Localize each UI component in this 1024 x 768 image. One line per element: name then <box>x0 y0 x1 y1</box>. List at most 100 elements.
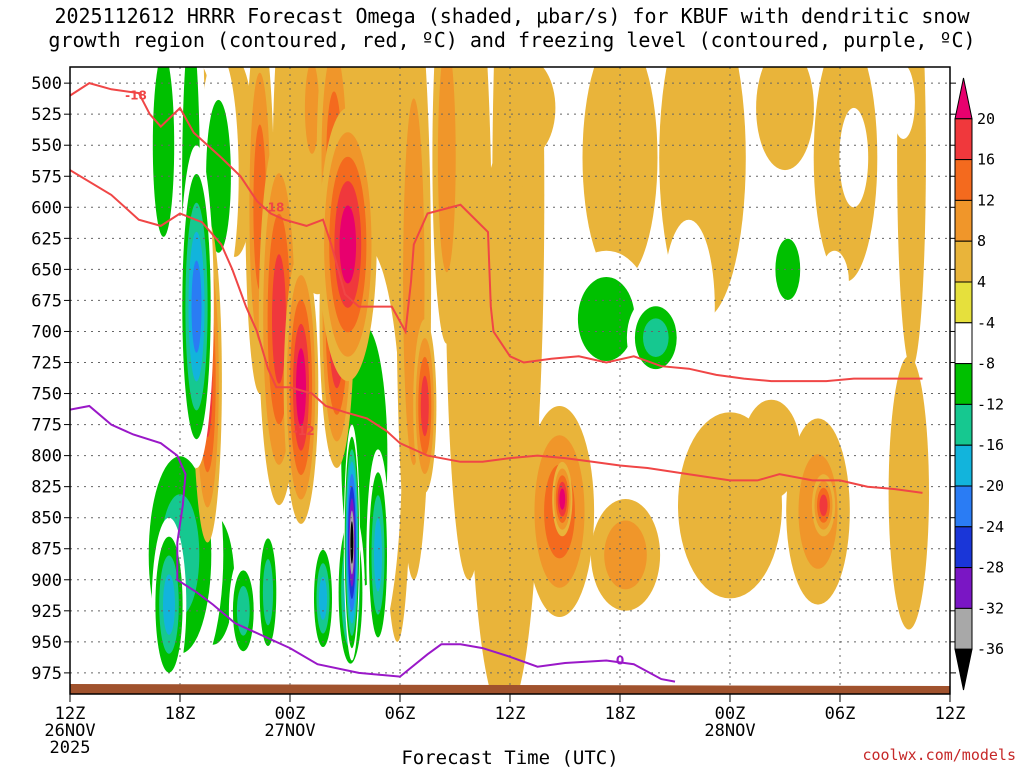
contour-line <box>70 82 923 383</box>
y-tick-label: 525 <box>31 105 62 125</box>
omega-cell <box>339 205 357 284</box>
omega-cell <box>891 67 915 139</box>
y-tick-label: 925 <box>31 602 62 622</box>
y-tick-label: 725 <box>31 353 62 373</box>
y-tick-label: 950 <box>31 633 62 653</box>
omega-cell <box>559 488 566 510</box>
y-tick-label: 875 <box>31 540 62 560</box>
x-tick-label: 00Z <box>715 704 746 724</box>
omega-cell <box>756 67 814 171</box>
x-date-label: 26NOV <box>44 721 95 741</box>
y-tick-label: 825 <box>31 478 62 498</box>
y-tick-label: 550 <box>31 136 62 156</box>
x-tick-label: 18Z <box>605 704 636 724</box>
colorbar-label: 8 <box>977 232 986 250</box>
y-tick-label: 700 <box>31 322 62 342</box>
contour-label: 0 <box>616 653 624 667</box>
x-date-label: 2025 <box>50 738 91 758</box>
colorbar-box <box>954 444 973 487</box>
omega-cell <box>582 67 658 282</box>
omega-cell <box>304 67 320 154</box>
colorbar-box <box>954 281 973 324</box>
omega-cell <box>577 277 635 361</box>
title-line-1: 2025112612 HRRR Forecast Omega (shaded, … <box>54 4 970 28</box>
x-axis-title: Forecast Time (UTC) <box>401 747 618 768</box>
colorbar-box <box>954 240 973 283</box>
colorbar-arrow-top <box>954 77 973 120</box>
colorbar-label: 20 <box>977 110 995 128</box>
y-tick-label: 975 <box>31 664 62 684</box>
omega-cell <box>94 67 118 493</box>
y-tick-label: 500 <box>31 74 62 94</box>
y-tick-label: 850 <box>31 509 62 529</box>
contour-line <box>70 404 676 683</box>
colorbar-box <box>954 363 973 405</box>
title-line-2: growth region (contoured, red, ºC) and f… <box>48 28 976 52</box>
omega-cell <box>420 375 429 437</box>
x-tick-label: 06Z <box>825 704 856 724</box>
contour-label: -18 <box>125 89 147 103</box>
omega-cell <box>775 238 801 300</box>
omega-cell <box>262 559 274 626</box>
credit-text: coolwx.com/models <box>862 746 1016 764</box>
y-tick-label: 575 <box>31 167 62 187</box>
colorbar-label: -32 <box>977 599 1004 617</box>
omega-cell <box>820 250 849 313</box>
x-tick-label: 06Z <box>385 704 416 724</box>
y-tick-label: 750 <box>31 385 62 405</box>
colorbar-box <box>954 567 973 609</box>
colorbar-label: -20 <box>977 477 1004 495</box>
omega-cell <box>163 574 175 635</box>
colorbar-label: -36 <box>977 640 1004 658</box>
colorbar-label: -16 <box>977 436 1004 454</box>
colorbar-box <box>954 607 973 650</box>
ground-surface <box>70 684 950 694</box>
omega-cell <box>374 518 382 592</box>
x-date-label: 27NOV <box>264 721 315 741</box>
colorbar-label: -4 <box>977 314 995 332</box>
y-tick-label: 650 <box>31 260 62 280</box>
omega-cell <box>888 356 929 630</box>
omega-cell <box>819 494 828 517</box>
x-tick-label: 12Z <box>495 704 526 724</box>
y-tick-label: 600 <box>31 198 62 218</box>
omega-cell <box>350 521 354 564</box>
contour-line <box>70 169 923 494</box>
colorbar-label: -12 <box>977 395 1004 413</box>
colorbar-box <box>954 159 973 201</box>
x-tick-label: 12Z <box>55 704 86 724</box>
omega-cell <box>191 260 202 353</box>
colorbar-label: -28 <box>977 559 1004 577</box>
colorbar-label: -8 <box>977 355 995 373</box>
chart-title: 2025112612 HRRR Forecast Omega (shaded, … <box>0 4 1024 52</box>
colorbar-label: -24 <box>977 518 1004 536</box>
contour-label: -12 <box>293 424 315 438</box>
x-tick-label: 12Z <box>935 704 966 724</box>
omega-shading <box>94 67 929 694</box>
colorbar-box <box>954 322 973 365</box>
omega-cell <box>839 107 869 208</box>
contour-lines: -18 -18 -12 0 <box>70 82 923 683</box>
y-tick-label: 775 <box>31 416 62 436</box>
omega-cell <box>897 67 926 369</box>
omega-cell <box>296 348 306 427</box>
omega-colorbar: 20 16 12 8 4 -4 -8 -12 -16 -20 -24 -28 -32 -36 <box>954 77 1004 691</box>
y-tick-label: 900 <box>31 571 62 591</box>
omega-cell <box>236 586 250 636</box>
colorbar-box <box>954 118 973 161</box>
colorbar-box <box>954 199 973 242</box>
colorbar-label: 12 <box>977 191 995 209</box>
x-date-label: 28NOV <box>704 721 755 741</box>
colorbar-box <box>954 485 973 528</box>
ground-fill <box>70 684 950 694</box>
x-tick-label: 18Z <box>165 704 196 724</box>
colorbar-label: 16 <box>977 151 995 169</box>
omega-cell <box>272 254 286 384</box>
colorbar-box <box>954 403 973 446</box>
x-tick-label: 00Z <box>275 704 306 724</box>
omega-cell <box>469 145 540 694</box>
colorbar-arrow-bottom <box>954 648 973 691</box>
y-tick-label: 675 <box>31 291 62 311</box>
pressure-axis: 500 525 550 575 600 625 650 675 700 725 750 775 800 8… <box>31 74 956 684</box>
